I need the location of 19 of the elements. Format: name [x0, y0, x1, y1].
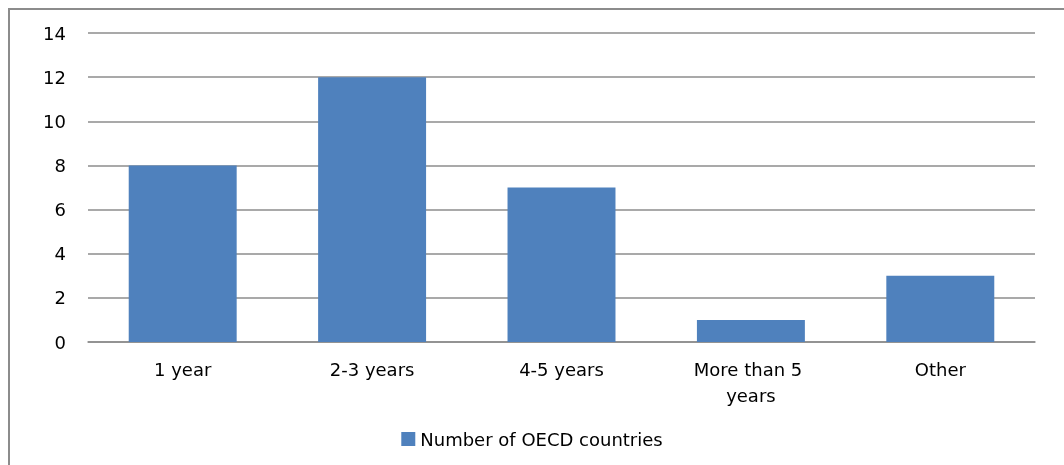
y-tick-label: 2 — [54, 287, 66, 309]
y-tick-label: 0 — [54, 331, 66, 353]
x-tick-label: Other — [914, 358, 967, 380]
y-tick-label: 6 — [54, 199, 66, 221]
x-tick-label: 2-3 years — [329, 358, 415, 380]
bar — [507, 187, 616, 342]
y-tick-label: 10 — [43, 110, 66, 132]
legend-label: Number of OECD countries — [420, 428, 663, 450]
bar — [318, 77, 427, 342]
bar — [886, 275, 995, 342]
bar — [696, 319, 805, 342]
x-tick-label: 1 year — [154, 358, 212, 380]
bar — [128, 165, 237, 342]
y-tick-label: 8 — [54, 154, 66, 176]
y-tick-label: 12 — [43, 66, 66, 88]
y-tick-label: 14 — [43, 22, 66, 44]
x-tick-label: 4-5 years — [519, 358, 604, 380]
x-tick-label: More than 5 years — [693, 358, 808, 406]
y-tick-label: 4 — [54, 243, 66, 265]
